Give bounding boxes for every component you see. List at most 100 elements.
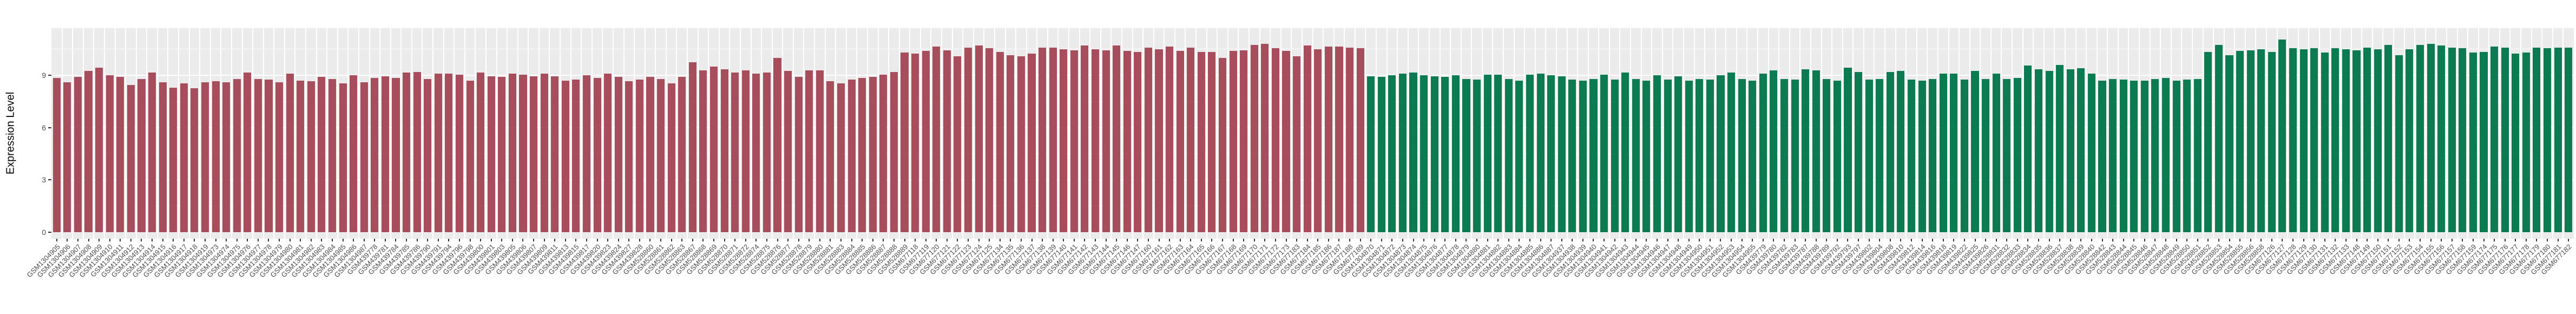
gridline-vertical (1238, 28, 1239, 239)
x-tick-mark (936, 239, 937, 241)
x-tick-mark (745, 239, 746, 241)
x-tick-mark (247, 239, 248, 241)
bar (508, 73, 516, 232)
x-tick-mark (1963, 239, 1965, 241)
x-tick-mark (416, 239, 418, 241)
gridline-vertical (909, 28, 911, 239)
gridline-vertical (1524, 28, 1526, 239)
gridline-vertical (1990, 28, 1992, 239)
bar (1430, 76, 1438, 232)
gridline-vertical (1301, 28, 1303, 239)
x-tick-mark (999, 239, 1001, 241)
gridline-vertical (1980, 28, 1981, 239)
y-tick-mark (48, 179, 51, 181)
y-tick-mark (48, 75, 51, 76)
bar (2183, 80, 2191, 232)
gridline-vertical (538, 28, 540, 239)
x-tick-mark (2345, 239, 2347, 241)
gridline-vertical (72, 28, 74, 239)
x-tick-mark (448, 239, 450, 241)
gridline-vertical (1619, 28, 1621, 239)
bar (2140, 80, 2148, 232)
x-tick-mark (2229, 239, 2230, 241)
x-tick-mark (2409, 239, 2410, 241)
x-tick-mark (660, 239, 662, 241)
x-tick-mark (1285, 239, 1287, 241)
bar (1918, 80, 1926, 232)
bar (869, 77, 877, 232)
bar (1738, 78, 1746, 232)
gridline-vertical (2160, 28, 2161, 239)
gridline-vertical (612, 28, 614, 239)
bar (1377, 77, 1385, 232)
bar (2193, 78, 2202, 232)
bar (1558, 76, 1566, 232)
gridline-vertical (1418, 28, 1420, 239)
gridline-vertical (1270, 28, 1271, 239)
x-tick-mark (1253, 239, 1255, 241)
bar (286, 73, 294, 232)
bar (1187, 47, 1195, 232)
bar (1039, 47, 1047, 232)
x-tick-mark (1656, 239, 1658, 241)
x-tick-mark (639, 239, 640, 241)
bar (424, 78, 432, 232)
x-tick-mark (226, 239, 227, 241)
x-tick-mark (1211, 239, 1213, 241)
bar (1642, 80, 1651, 232)
bar (63, 82, 71, 232)
x-tick-mark (1699, 239, 1700, 241)
gridline-vertical (1969, 28, 1970, 239)
bar (1706, 80, 1714, 232)
x-tick-mark (1889, 239, 1891, 241)
x-tick-mark (2398, 239, 2400, 241)
bar (890, 71, 898, 232)
bar (445, 73, 453, 232)
x-tick-mark (1476, 239, 1478, 241)
bar (561, 80, 569, 232)
bar (1812, 70, 1820, 232)
bar (1600, 74, 1608, 232)
bar (1303, 45, 1311, 232)
bar (1865, 80, 1873, 232)
bar (1494, 74, 1502, 232)
gridline-vertical (2107, 28, 2108, 239)
gridline-vertical (1916, 28, 1917, 239)
gridline-vertical (2318, 28, 2320, 239)
x-tick-mark (257, 239, 259, 241)
gridline-vertical (1227, 28, 1228, 239)
bar (816, 70, 824, 232)
gridline-vertical (2022, 28, 2023, 239)
gridline-vertical (1714, 28, 1716, 239)
x-tick-mark (1370, 239, 1372, 241)
bar (1770, 70, 1778, 232)
gridline-vertical (1217, 28, 1218, 239)
x-tick-mark (120, 239, 121, 241)
gridline-vertical (1407, 28, 1409, 239)
x-tick-mark (1264, 239, 1266, 241)
gridline-vertical (347, 28, 349, 239)
x-tick-mark (893, 239, 895, 241)
gridline-vertical (1312, 28, 1313, 239)
x-tick-mark (2154, 239, 2156, 241)
bar (943, 50, 951, 232)
bar (1409, 73, 1417, 232)
bar (297, 80, 305, 232)
x-tick-mark (989, 239, 990, 241)
x-tick-mark (1232, 239, 1234, 241)
gridline-vertical (1608, 28, 1610, 239)
x-tick-mark (1604, 239, 1605, 241)
bar (1250, 44, 1258, 232)
gridline-vertical (1959, 28, 1960, 239)
x-tick-mark (1900, 239, 1902, 241)
x-tick-mark (809, 239, 810, 241)
x-tick-mark (1423, 239, 1425, 241)
x-tick-mark (363, 239, 365, 241)
x-tick-mark (427, 239, 429, 241)
gridline-vertical (1577, 28, 1579, 239)
gridline-vertical (2139, 28, 2140, 239)
gridline-vertical (432, 28, 434, 239)
x-tick-mark (2027, 239, 2029, 241)
x-tick-mark (1879, 239, 1881, 241)
